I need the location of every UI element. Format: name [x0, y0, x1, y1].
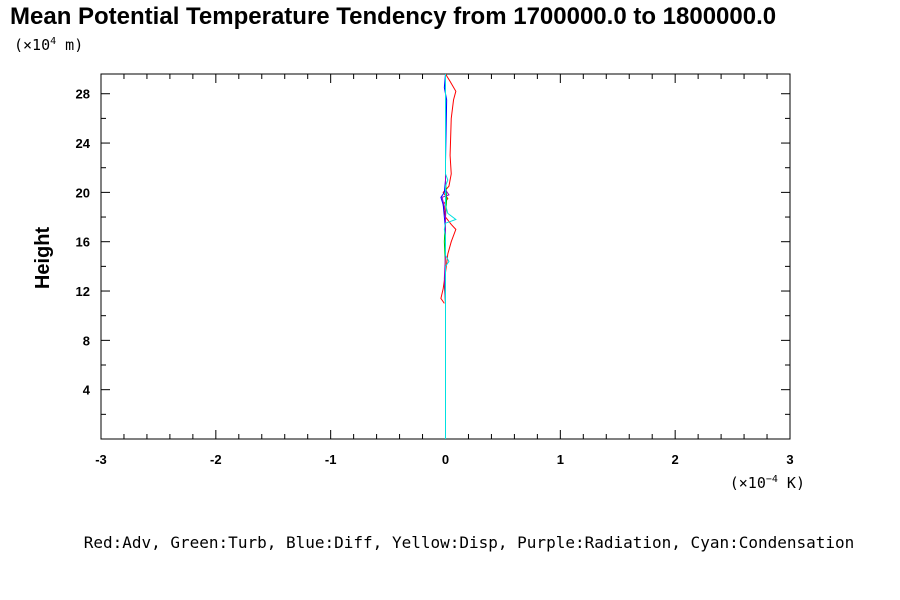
legend: Red:Adv, Green:Turb, Blue:Diff, Yellow:D…: [84, 533, 855, 552]
y-tick-label: 4: [83, 383, 91, 398]
y-unit-label: (×104 m): [14, 36, 83, 54]
series-line-adv: [440, 73, 457, 304]
y-tick-label: 12: [76, 284, 90, 299]
series-line-condensation: [443, 74, 457, 439]
x-tick-label: 2: [672, 452, 679, 467]
x-tick-label: 1: [557, 452, 564, 467]
y-tick-label: 20: [76, 185, 90, 200]
y-tick-label: 8: [83, 333, 90, 348]
y-tick-label: 28: [76, 87, 90, 102]
y-tick-label: 24: [76, 136, 91, 151]
x-tick-label: 0: [442, 452, 449, 467]
x-tick-label: -1: [325, 452, 337, 467]
chart-title: Mean Potential Temperature Tendency from…: [10, 3, 776, 30]
y-axis-label: Height: [32, 227, 54, 290]
x-tick-label: -2: [210, 452, 222, 467]
x-tick-label: 3: [786, 452, 793, 467]
y-tick-label: 16: [76, 235, 90, 250]
series-line-radiation: [441, 74, 450, 304]
x-unit-label: (×10−4 K): [730, 474, 805, 492]
x-tick-label: -3: [95, 452, 107, 467]
